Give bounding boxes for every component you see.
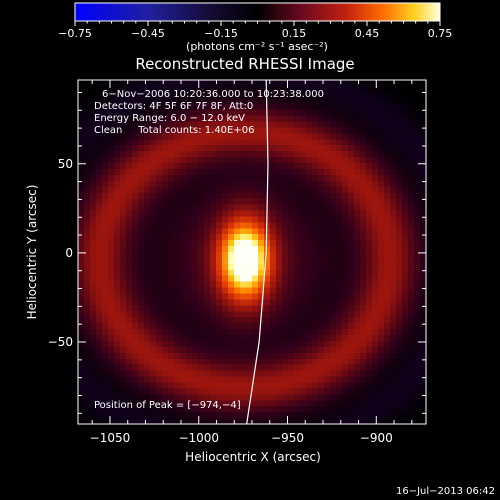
colorbar-tick-label: −0.45: [131, 27, 165, 40]
solar-limb-curve: [246, 80, 269, 424]
y-tick-label: 0: [65, 246, 73, 260]
annotation-energy-range: Energy Range: 6.0 − 12.0 keV: [94, 113, 245, 124]
colorbar-tick-label: −0.15: [204, 27, 238, 40]
colorbar-ticks: −0.75 −0.45 −0.15 0.15 0.45 0.75: [58, 21, 452, 40]
colorbar: [74, 2, 441, 22]
chart-title: Reconstructed RHESSI Image: [135, 55, 354, 73]
colorbar-tick-label: 0.45: [355, 27, 380, 40]
annotation-peak-position: Position of Peak = [−974,−4]: [94, 400, 241, 411]
heatmap-image: [78, 80, 426, 424]
axis-ticks: −1050 −1000 −950 −900 −50 0 50: [48, 80, 426, 445]
annotation-clean-counts: Clean Total counts: 1.40E+06: [94, 125, 254, 136]
x-tick-label: −900: [360, 431, 393, 445]
footer-date: 16−Jul−2013 06:42: [396, 486, 495, 497]
colorbar-tick-label: 0.15: [282, 27, 307, 40]
colorbar-tick-label: −0.75: [58, 27, 92, 40]
colorbar-unit-label: (photons cm⁻² s⁻¹ asec⁻²): [186, 40, 328, 53]
x-tick-label: −1050: [90, 431, 131, 445]
colorbar-tick-label: 0.75: [428, 27, 453, 40]
y-tick-label: −50: [48, 335, 73, 349]
y-tick-label: 50: [58, 157, 73, 171]
y-axis-label: Heliocentric Y (arcsec): [25, 185, 39, 320]
x-tick-label: −950: [271, 431, 304, 445]
x-tick-label: −1000: [178, 431, 219, 445]
annotation-detectors: Detectors: 4F 5F 6F 7F 8F, Att:0: [94, 101, 253, 112]
x-axis-label: Heliocentric X (arcsec): [185, 450, 321, 464]
annotation-time-range: 6−Nov−2006 10:20:36.000 to 10:23:38.000: [102, 89, 324, 100]
